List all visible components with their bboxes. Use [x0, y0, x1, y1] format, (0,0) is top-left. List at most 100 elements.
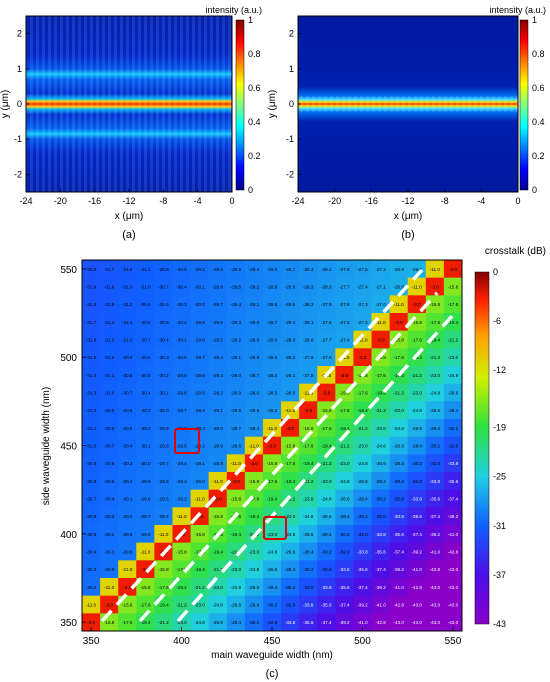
- heatmap-cell: [208, 542, 228, 561]
- heatmap-cell-label: -3.0: [232, 479, 240, 484]
- heatmap-cell: [244, 313, 264, 332]
- heatmap-cell-label: -30.4: [176, 285, 187, 290]
- heatmap-cell: [154, 560, 173, 579]
- heatmap-cell: [136, 507, 155, 526]
- heatmap-cell: [371, 366, 391, 385]
- heatmap-cell-label: -3.0: [214, 497, 222, 502]
- heatmap-cell-label: -29.9: [212, 267, 223, 272]
- heatmap-cell-label: -29.2: [231, 338, 242, 343]
- heatmap-cell-label: -3.0: [123, 585, 131, 590]
- heatmap-cell-label: -35.6: [339, 585, 350, 590]
- heatmap-cell-label: -11.0: [86, 603, 97, 608]
- heatmap-cell-label: -30.8: [104, 426, 115, 431]
- heatmap-cell-label: -30.2: [158, 373, 169, 378]
- heatmap-cell: [208, 260, 228, 279]
- heatmap-cell-label: -11.0: [176, 514, 187, 519]
- panel-a-colorbar-ticks: 0 0.2 0.4 0.6 0.8 1: [248, 15, 261, 195]
- heatmap-cell: [118, 277, 137, 296]
- heatmap-cell-label: -17.6: [176, 567, 187, 572]
- heatmap-cell-label: -29.0: [249, 320, 260, 325]
- heatmap-cell-label: -28.6: [231, 444, 242, 449]
- heatmap-cell: [371, 436, 391, 455]
- heatmap-cell-label: -29.8: [158, 444, 169, 449]
- heatmap-cell: [425, 295, 445, 314]
- heatmap-cell: [407, 436, 427, 455]
- heatmap-cell: [389, 472, 409, 491]
- heatmap-cell: [244, 348, 264, 367]
- heatmap-cell: [154, 419, 173, 438]
- heatmap-cell-label: -11.0: [339, 355, 350, 360]
- heatmap-cell-label: -28.4: [249, 603, 260, 608]
- heatmap-cell: [317, 348, 336, 367]
- panel-c-colorbar-tick-label: -31: [493, 521, 506, 531]
- heatmap-cell-label: -29.8: [140, 497, 151, 502]
- heatmap-cell: [425, 260, 445, 279]
- heatmap-cell-label: -24.8: [375, 444, 386, 449]
- heatmap-cell: [371, 507, 391, 526]
- heatmap-cell-label: -11.0: [195, 497, 206, 502]
- heatmap-cell-label: -30.6: [122, 408, 133, 413]
- heatmap-cell: [443, 295, 463, 314]
- heatmap-cell-label: -33.8: [357, 550, 368, 555]
- heatmap-cell: [425, 348, 445, 367]
- heatmap-cell-label: -30.6: [86, 514, 97, 519]
- heatmap-cell: [154, 454, 173, 473]
- heatmap-cell-label: -19.4: [412, 355, 423, 360]
- heatmap-cell: [208, 454, 228, 473]
- panel-a-ytick-label: 2: [17, 29, 22, 39]
- heatmap-cell: [389, 419, 409, 438]
- heatmap-cell: [118, 578, 137, 597]
- heatmap-cell: [154, 578, 173, 597]
- heatmap-cell-label: -11.0: [158, 532, 169, 537]
- heatmap-cell: [136, 472, 155, 491]
- heatmap-cell: [190, 348, 210, 367]
- heatmap-cell: [118, 313, 137, 332]
- heatmap-cell: [100, 489, 119, 508]
- heatmap-cell-label: -28.1: [321, 267, 332, 272]
- heatmap-cell: [82, 507, 101, 526]
- heatmap-cell: [425, 489, 445, 508]
- heatmap-cell-label: -19.4: [249, 514, 260, 519]
- heatmap-cell-label: -33.8: [303, 603, 314, 608]
- heatmap-cell: [172, 401, 191, 420]
- heatmap-cell: [317, 454, 336, 473]
- heatmap-cell-label: -33.8: [285, 620, 296, 625]
- heatmap-cell-label: -17.6: [412, 338, 423, 343]
- panel-c-colorbar-ticks: 0 -6 -12 -19 -25 -31 -37 -43: [493, 267, 506, 629]
- heatmap-cell-label: -15.8: [321, 408, 332, 413]
- heatmap-cell-label: -26.6: [412, 267, 423, 272]
- panel-c-xtick-label: 400: [173, 636, 190, 647]
- heatmap-cell-label: -11.0: [394, 302, 405, 307]
- heatmap-cell-label: -31.7: [86, 320, 97, 325]
- heatmap-cell: [443, 472, 463, 491]
- heatmap-cell: [443, 330, 463, 349]
- heatmap-cell: [190, 525, 210, 544]
- heatmap-cell: [335, 489, 354, 508]
- panel-b-colorbar-ticks: 0 0.2 0.4 0.6 0.8 1: [532, 15, 545, 195]
- heatmap-cell-label: -15.8: [448, 285, 459, 290]
- heatmap-cell: [190, 401, 210, 420]
- heatmap-cell-label: -32.0: [357, 532, 368, 537]
- heatmap-cell: [425, 366, 445, 385]
- heatmap-cell-label: -23.0: [321, 479, 332, 484]
- heatmap-cell-label: -31.4: [104, 320, 115, 325]
- heatmap-cell: [353, 595, 372, 614]
- heatmap-cell: [172, 295, 191, 314]
- heatmap-cell-label: -28.0: [303, 338, 314, 343]
- heatmap-cell-label: -29.0: [231, 373, 242, 378]
- heatmap-cell: [226, 578, 246, 597]
- heatmap-cell-label: -30.7: [86, 497, 97, 502]
- heatmap-cell: [244, 560, 264, 579]
- heatmap-cell-label: -28.1: [303, 320, 314, 325]
- heatmap-cell-label: -28.3: [303, 285, 314, 290]
- heatmap-cell-label: -30.1: [176, 338, 187, 343]
- heatmap-cell-label: -33.8: [375, 532, 386, 537]
- panel-a-colorbar-tick-label: 1: [248, 15, 253, 25]
- heatmap-cell-label: -30.5: [158, 320, 169, 325]
- heatmap-cell-label: -35.6: [375, 550, 386, 555]
- heatmap-cell-label: -31.1: [104, 373, 115, 378]
- heatmap-cell: [281, 277, 300, 296]
- heatmap-cell: [389, 578, 409, 597]
- heatmap-cell-label: -28.9: [212, 444, 223, 449]
- heatmap-cell: [299, 313, 318, 332]
